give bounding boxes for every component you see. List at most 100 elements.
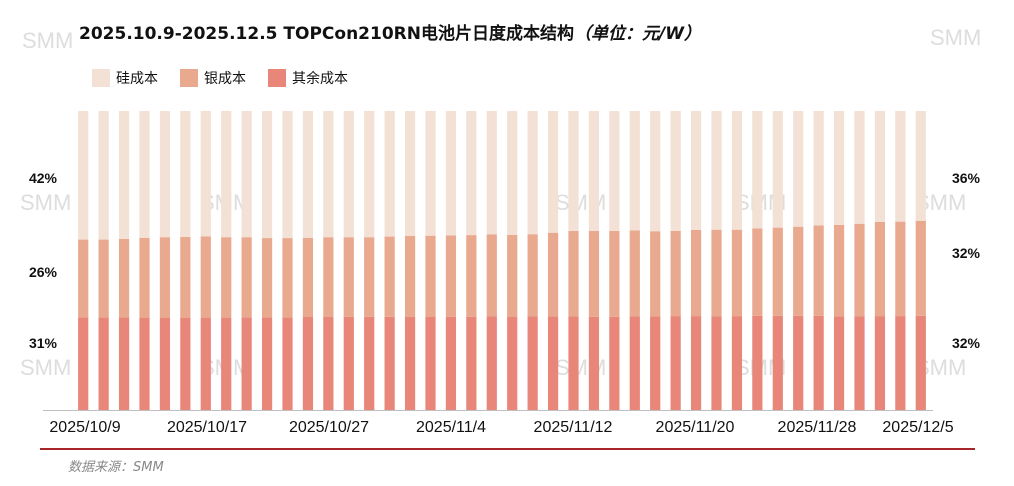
bar-other-cost: [139, 317, 150, 410]
bar-silver-cost: [854, 223, 865, 317]
bar-other-cost: [364, 316, 375, 410]
bar-silicon-cost: [384, 111, 395, 237]
bar-silver-cost: [302, 237, 314, 318]
bar-silicon-cost: [547, 111, 559, 233]
watermark-text: SMM: [20, 190, 71, 215]
bar-silver-cost: [793, 226, 804, 316]
bar-other-cost: [425, 317, 436, 410]
bar-silicon-cost: [527, 111, 538, 235]
bar-silver-cost: [98, 239, 109, 318]
bar-silicon-cost: [752, 111, 763, 229]
bar-silicon-cost: [98, 111, 109, 240]
right-percent-label: 32%: [952, 335, 981, 351]
bar-silver-cost: [241, 237, 252, 318]
bar-silver-cost: [139, 237, 150, 318]
bar-silver-cost: [731, 229, 743, 317]
bar-silicon-cost: [609, 111, 620, 231]
bar-silver-cost: [486, 234, 497, 317]
bar-silver-cost: [466, 235, 477, 317]
bar-silicon-cost: [261, 111, 273, 239]
bars: [78, 111, 926, 410]
right-percent-label: 36%: [952, 170, 981, 186]
bar-other-cost: [895, 316, 906, 410]
bar-silver-cost: [404, 235, 416, 318]
bar-silver-cost: [261, 238, 273, 318]
bar-silver-cost: [813, 225, 824, 316]
bar-silver-cost: [772, 227, 783, 316]
bar-silver-cost: [180, 236, 191, 318]
bar-silver-cost: [609, 230, 620, 317]
bar-silver-cost: [118, 238, 130, 318]
left-percent-label: 42%: [29, 170, 58, 186]
bar-silver-cost: [895, 221, 906, 317]
bar-other-cost: [261, 317, 273, 410]
legend: 硅成本 银成本 其余成本: [92, 68, 348, 88]
bar-other-cost: [793, 315, 804, 410]
bar-other-cost: [445, 316, 457, 410]
bar-other-cost: [915, 315, 926, 410]
bar-other-cost: [690, 316, 702, 410]
x-tick-label: 2025/10/9: [49, 419, 120, 436]
bar-silicon-cost: [813, 111, 824, 226]
bar-silicon-cost: [323, 111, 334, 238]
bar-other-cost: [221, 317, 232, 410]
bar-other-cost: [670, 316, 681, 410]
bar-other-cost: [568, 316, 579, 410]
legend-item-silicon: 硅成本: [92, 68, 158, 88]
bar-other-cost: [180, 317, 191, 410]
bar-silver-cost: [282, 238, 293, 318]
x-tick-labels: 2025/10/9 2025/10/17 2025/10/27 2025/11/4 20…: [49, 419, 953, 436]
bar-other-cost: [200, 317, 211, 410]
bar-other-cost: [241, 317, 252, 410]
bar-silver-cost: [343, 237, 354, 317]
bar-silicon-cost: [895, 111, 906, 222]
x-tick-label: 2025/11/12: [534, 419, 613, 436]
legend-item-other: 其余成本: [268, 68, 348, 88]
source-note: 数据来源：SMM: [68, 460, 164, 475]
bar-other-cost: [159, 317, 171, 410]
bar-silicon-cost: [78, 111, 89, 240]
bar-silver-cost: [690, 230, 702, 317]
legend-item-silver: 银成本: [180, 68, 246, 88]
bar-silicon-cost: [915, 111, 926, 221]
bar-other-cost: [98, 317, 109, 410]
x-tick-label: 2025/10/27: [289, 419, 369, 436]
bar-silver-cost: [629, 230, 640, 317]
bar-other-cost: [466, 316, 477, 410]
x-tick-label: 2025/11/4: [416, 419, 486, 436]
legend-swatch-silicon: [92, 69, 110, 87]
right-percent-label: 32%: [952, 245, 981, 261]
bar-silicon-cost: [282, 111, 293, 239]
bar-silver-cost: [159, 237, 171, 318]
bar-silicon-cost: [302, 111, 314, 238]
bar-other-cost: [282, 317, 293, 410]
bar-silicon-cost: [241, 111, 252, 238]
bar-silicon-cost: [343, 111, 354, 238]
bar-silver-cost: [221, 237, 232, 318]
bar-silicon-cost: [466, 111, 477, 236]
bar-silver-cost: [670, 230, 681, 317]
title-text: 2025.10.9-2025.12.5 TOPCon210RN电池片日度成本结构: [79, 24, 574, 44]
bar-silicon-cost: [731, 111, 743, 230]
bar-silver-cost: [915, 220, 926, 316]
bar-silver-cost: [384, 236, 395, 317]
bar-other-cost: [302, 317, 314, 410]
bar-silicon-cost: [711, 111, 722, 230]
bar-silver-cost: [527, 234, 538, 317]
bar-silicon-cost: [833, 111, 845, 225]
bar-silver-cost: [78, 239, 89, 318]
bar-silicon-cost: [670, 111, 681, 231]
bar-other-cost: [711, 316, 722, 410]
x-tick-label: 2025/11/28: [778, 419, 857, 436]
bar-other-cost: [78, 317, 89, 410]
bar-silicon-cost: [772, 111, 783, 228]
bar-other-cost: [609, 316, 620, 410]
watermark-text: SMM: [22, 28, 73, 53]
bar-silicon-cost: [568, 111, 579, 231]
bar-silicon-cost: [445, 111, 457, 236]
bar-silicon-cost: [159, 111, 171, 238]
bar-other-cost: [874, 316, 886, 410]
left-percent-label: 26%: [29, 264, 58, 280]
bar-silver-cost: [445, 235, 457, 317]
bar-other-cost: [384, 316, 395, 410]
